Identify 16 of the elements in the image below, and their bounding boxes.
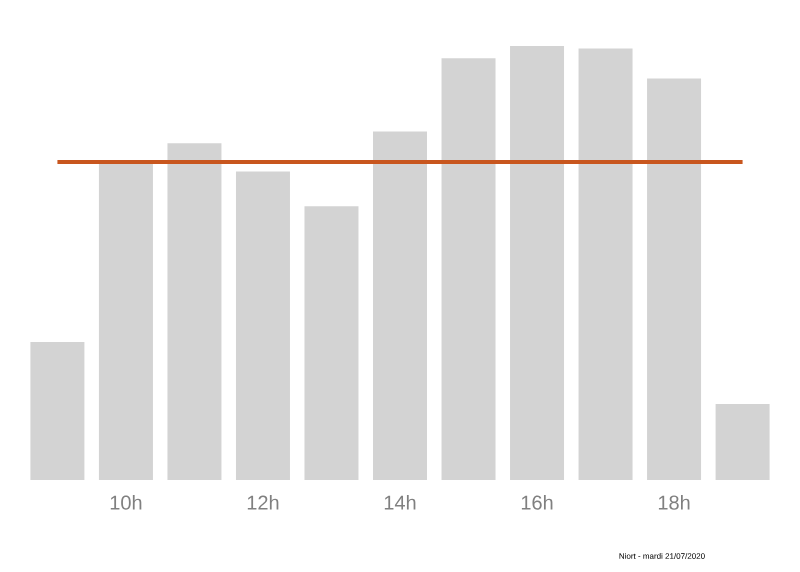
x-tick-label: 18h xyxy=(658,495,690,510)
bar xyxy=(373,131,427,480)
bar xyxy=(510,46,565,480)
bar xyxy=(235,171,290,480)
bar xyxy=(167,143,222,480)
bar xyxy=(30,341,85,480)
bar xyxy=(647,78,702,480)
bar xyxy=(715,404,770,480)
x-tick-label: 10h xyxy=(110,495,142,510)
bar xyxy=(578,48,633,480)
x-tick-label: 16h xyxy=(521,495,553,510)
bar xyxy=(304,206,359,480)
x-tick-label: 14h xyxy=(384,495,416,510)
bar xyxy=(441,58,496,480)
x-tick-label: 12h xyxy=(247,495,279,510)
bar xyxy=(98,161,153,480)
